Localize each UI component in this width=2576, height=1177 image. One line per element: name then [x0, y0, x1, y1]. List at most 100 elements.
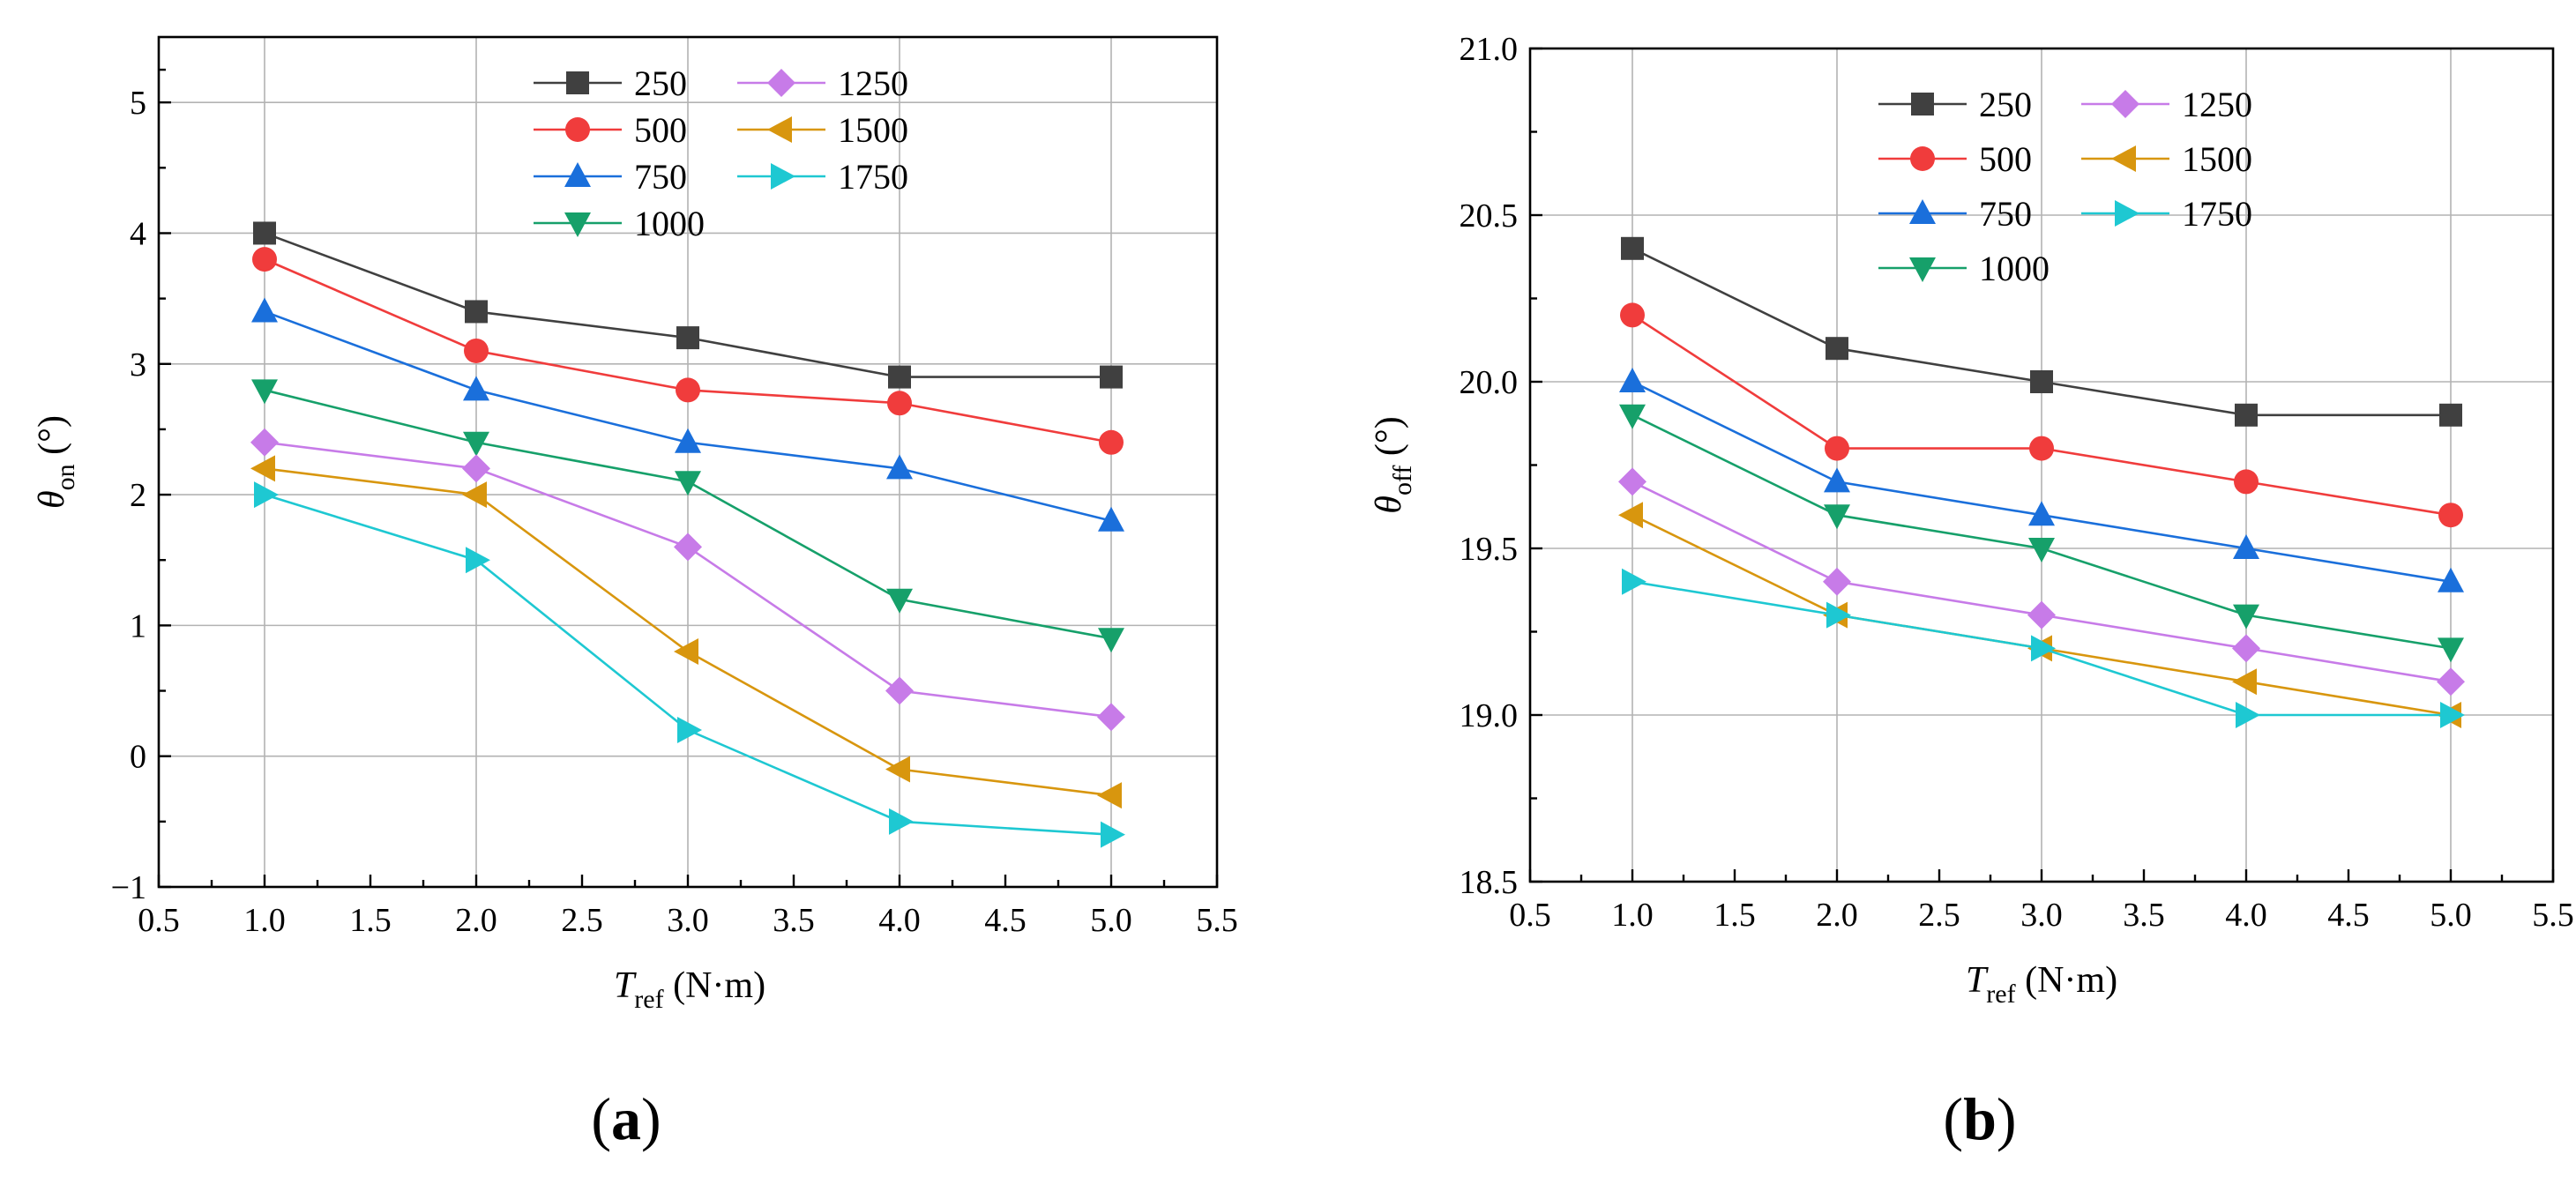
x-tick-label: 4.5 — [2327, 897, 2370, 934]
data-point-1500 — [250, 455, 275, 482]
panel-label-letter: b — [1963, 1085, 1997, 1152]
legend-marker-1000 — [1909, 257, 1936, 282]
x-tick-label: 0.5 — [1509, 897, 1551, 934]
data-point-1000 — [2028, 538, 2055, 562]
data-point-1250 — [462, 454, 490, 483]
x-tick-label: 5.0 — [1090, 902, 1132, 939]
legend-label: 1250 — [2182, 85, 2252, 124]
data-point-1750 — [2440, 702, 2465, 728]
x-tick-label: 3.0 — [2020, 897, 2063, 934]
y-tick-label: 19.0 — [1460, 697, 1519, 734]
y-axis-title-sub: on — [51, 464, 80, 490]
chart-panel-b: 0.5 1.0 1.5 2.0 2.5 3.0 3.5 4.0 4.5 5.0 5.5 18.5 19.… — [1369, 31, 2574, 1152]
data-point-1000 — [1619, 404, 1646, 429]
legend-item-1750: 1750 — [2081, 194, 2252, 234]
data-point-250 — [253, 221, 276, 245]
legend-marker-500 — [565, 117, 590, 142]
data-point-500 — [887, 391, 912, 416]
series-1250 — [1618, 467, 2465, 697]
series-250 — [253, 221, 1123, 389]
y-tick-label: 18.5 — [1460, 864, 1519, 901]
x-tick-label: 5.5 — [1196, 902, 1238, 939]
y-tick-label: 20.0 — [1460, 364, 1519, 401]
legend-item-1500: 1500 — [2081, 139, 2252, 179]
data-point-1250 — [1823, 567, 1851, 596]
x-axis-title: Tref (N·m) — [614, 965, 765, 1014]
data-point-750 — [463, 376, 489, 401]
y-tick-label: 20.5 — [1460, 197, 1519, 235]
data-point-250 — [888, 365, 911, 389]
y-axis-title-unit: (°) — [1369, 416, 1409, 465]
x-tick-label: 4.0 — [878, 902, 921, 939]
data-point-1000 — [1098, 628, 1124, 653]
data-point-750 — [1619, 368, 1646, 392]
data-point-1250 — [1618, 467, 1646, 496]
data-point-1000 — [675, 471, 701, 496]
legend-label: 1000 — [634, 204, 705, 243]
legend-label: 1500 — [2182, 139, 2252, 179]
data-point-1250 — [1097, 703, 1125, 732]
x-axis-title-unit: (N·m) — [664, 965, 765, 1006]
data-point-1750 — [677, 717, 702, 744]
x-axis-title-sub: ref — [634, 985, 663, 1014]
legend-item-1000: 1000 — [1878, 249, 2050, 288]
y-tick-label: 2 — [130, 477, 146, 514]
x-tick-label: 3.5 — [2123, 897, 2165, 934]
y-tick-label: 19.5 — [1460, 531, 1519, 568]
data-point-1750 — [2031, 635, 2056, 662]
data-point-750 — [1098, 506, 1124, 532]
data-point-1500 — [462, 481, 487, 509]
data-point-1000 — [886, 588, 913, 614]
legend-label: 250 — [634, 63, 687, 103]
data-point-1000 — [2233, 604, 2259, 629]
legend-item-250: 250 — [534, 63, 687, 103]
data-point-500 — [2029, 436, 2054, 461]
data-point-1750 — [1622, 568, 1646, 595]
data-point-1750 — [254, 481, 279, 509]
x-tick-label: 1.5 — [349, 902, 392, 939]
y-axis-title: θoff (°) — [1369, 416, 1417, 513]
panel-label-close: ) — [1997, 1085, 2017, 1152]
y-tick-label: −1 — [111, 869, 146, 906]
data-point-750 — [2438, 567, 2464, 592]
legend-item-500: 500 — [1878, 139, 2032, 179]
data-point-500 — [1099, 429, 1124, 455]
legend-label: 1500 — [838, 110, 908, 150]
series-250 — [1621, 236, 2462, 427]
data-point-750 — [2233, 534, 2259, 559]
data-point-1500 — [674, 638, 698, 666]
series-500 — [252, 247, 1124, 455]
panel-label-open: ( — [591, 1085, 611, 1152]
data-point-500 — [2438, 503, 2463, 528]
x-tick-label: 1.0 — [1611, 897, 1654, 934]
data-point-750 — [2028, 501, 2055, 526]
data-point-750 — [675, 428, 701, 453]
legend-marker-1500 — [767, 116, 792, 143]
legend-marker-750 — [564, 162, 591, 187]
data-point-1500 — [1097, 782, 1122, 809]
y-tick-label: 3 — [130, 346, 146, 384]
series-750 — [251, 297, 1124, 532]
y-tick-label: 5 — [130, 85, 146, 122]
panel-label-letter: a — [611, 1085, 641, 1152]
plot-frame — [1528, 47, 2555, 883]
data-point-250 — [676, 326, 699, 350]
legend-item-750: 750 — [1878, 194, 2032, 234]
x-tick-label: 0.5 — [138, 902, 180, 939]
data-point-1000 — [251, 379, 278, 405]
data-point-500 — [2234, 469, 2259, 495]
series-1000 — [251, 379, 1124, 653]
legend-marker-1500 — [2111, 145, 2136, 172]
data-point-500 — [464, 338, 489, 363]
legend-marker-1750 — [2115, 200, 2139, 227]
series-1250 — [250, 428, 1125, 732]
legend-label: 1750 — [2182, 194, 2252, 234]
chart-panel-a: 0.5 1.0 1.5 2.0 2.5 3.0 3.5 4.0 4.5 5.0 5.5 −1 0 1 2 3 4… — [32, 35, 1238, 1152]
data-point-1250 — [885, 676, 914, 705]
data-point-750 — [1824, 467, 1850, 493]
x-tick-label: 5.0 — [2430, 897, 2472, 934]
panel-label-open: ( — [1943, 1085, 1963, 1152]
x-tick-label: 1.0 — [243, 902, 286, 939]
data-point-1000 — [1824, 504, 1850, 530]
